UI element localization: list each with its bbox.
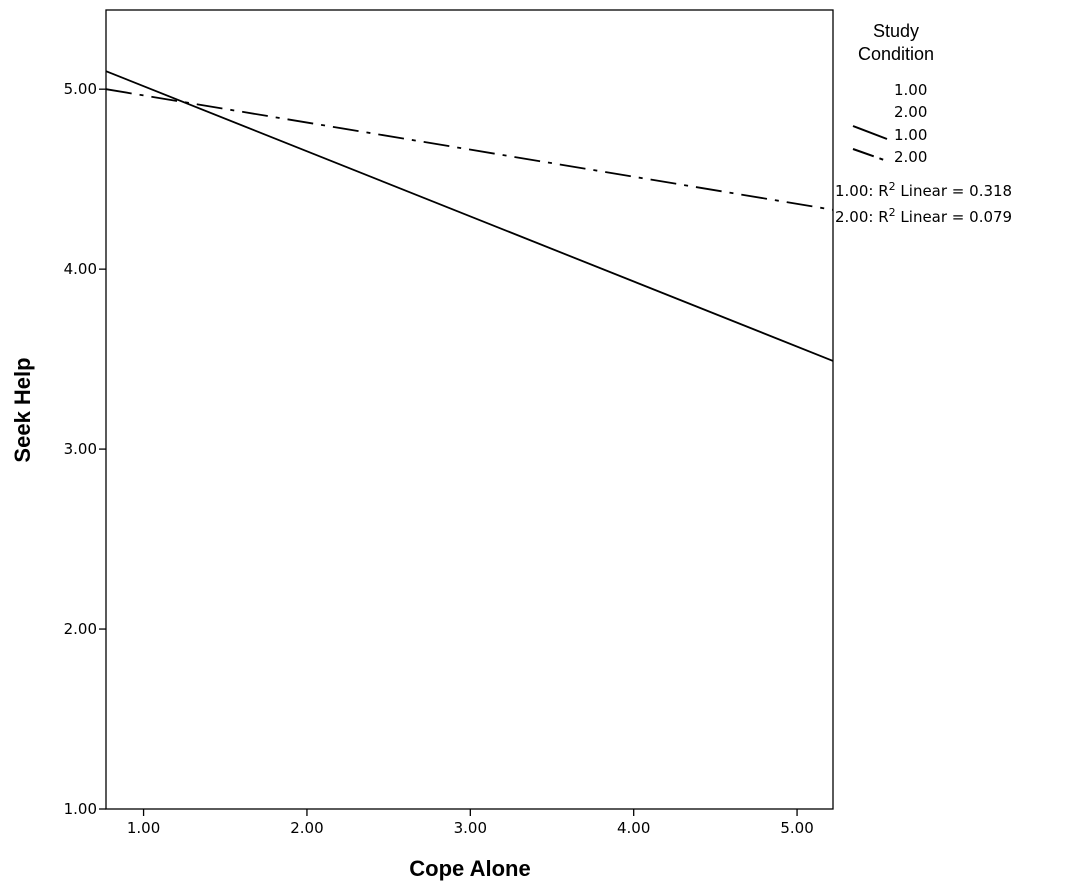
y-tick-label: 4.00 xyxy=(64,260,97,278)
y-tick-label: 3.00 xyxy=(64,440,97,458)
series-layer xyxy=(105,70,834,362)
legend-marker-entry-1: 1.00 xyxy=(894,81,927,99)
fit-note-2-sup: 2 xyxy=(889,206,896,219)
x-tick-label: 5.00 xyxy=(780,819,813,837)
fit-line-series-1 xyxy=(105,70,834,362)
fit-note-1-sup: 2 xyxy=(889,180,896,193)
y-axis-title: Seek Help xyxy=(10,357,35,462)
legend-title-line-1: Study xyxy=(873,21,919,41)
y-tick-label: 1.00 xyxy=(64,800,97,818)
legend-fit-note-2: 2.00: R2 Linear = 0.079 xyxy=(835,206,1012,226)
legend-marker-entry-2: 2.00 xyxy=(894,103,927,121)
fit-line-series-2 xyxy=(105,88,834,211)
legend-fit-note-1: 1.00: R2 Linear = 0.318 xyxy=(835,180,1012,200)
legend-line-entry-2: 2.00 xyxy=(894,148,927,166)
x-tick-label: 3.00 xyxy=(454,819,487,837)
x-axis-title: Cope Alone xyxy=(409,856,530,881)
tick-layer: 1.00 2.00 3.00 4.00 5.00 1.00 2.00 3.00 4.00 5.00 xyxy=(64,80,814,837)
x-tick-label: 1.00 xyxy=(127,819,160,837)
fit-note-2-prefix: 2.00: R xyxy=(835,208,889,226)
y-tick-label: 2.00 xyxy=(64,620,97,638)
x-tick-label: 4.00 xyxy=(617,819,650,837)
x-tick-label: 2.00 xyxy=(290,819,323,837)
fit-note-2-suffix: Linear = 0.079 xyxy=(896,208,1012,226)
legend: Study Condition 1.00 2.00 1.00 2.00 1.00… xyxy=(835,21,1012,226)
legend-line-entry-1: 1.00 xyxy=(894,126,927,144)
fit-note-1-prefix: 1.00: R xyxy=(835,182,889,200)
plot-area-frame xyxy=(105,9,834,810)
legend-line-sample-solid xyxy=(852,125,888,140)
fit-note-1-suffix: Linear = 0.318 xyxy=(896,182,1012,200)
y-tick-label: 5.00 xyxy=(64,80,97,98)
legend-line-sample-dashdot xyxy=(852,148,888,162)
legend-title-line-2: Condition xyxy=(858,44,934,64)
